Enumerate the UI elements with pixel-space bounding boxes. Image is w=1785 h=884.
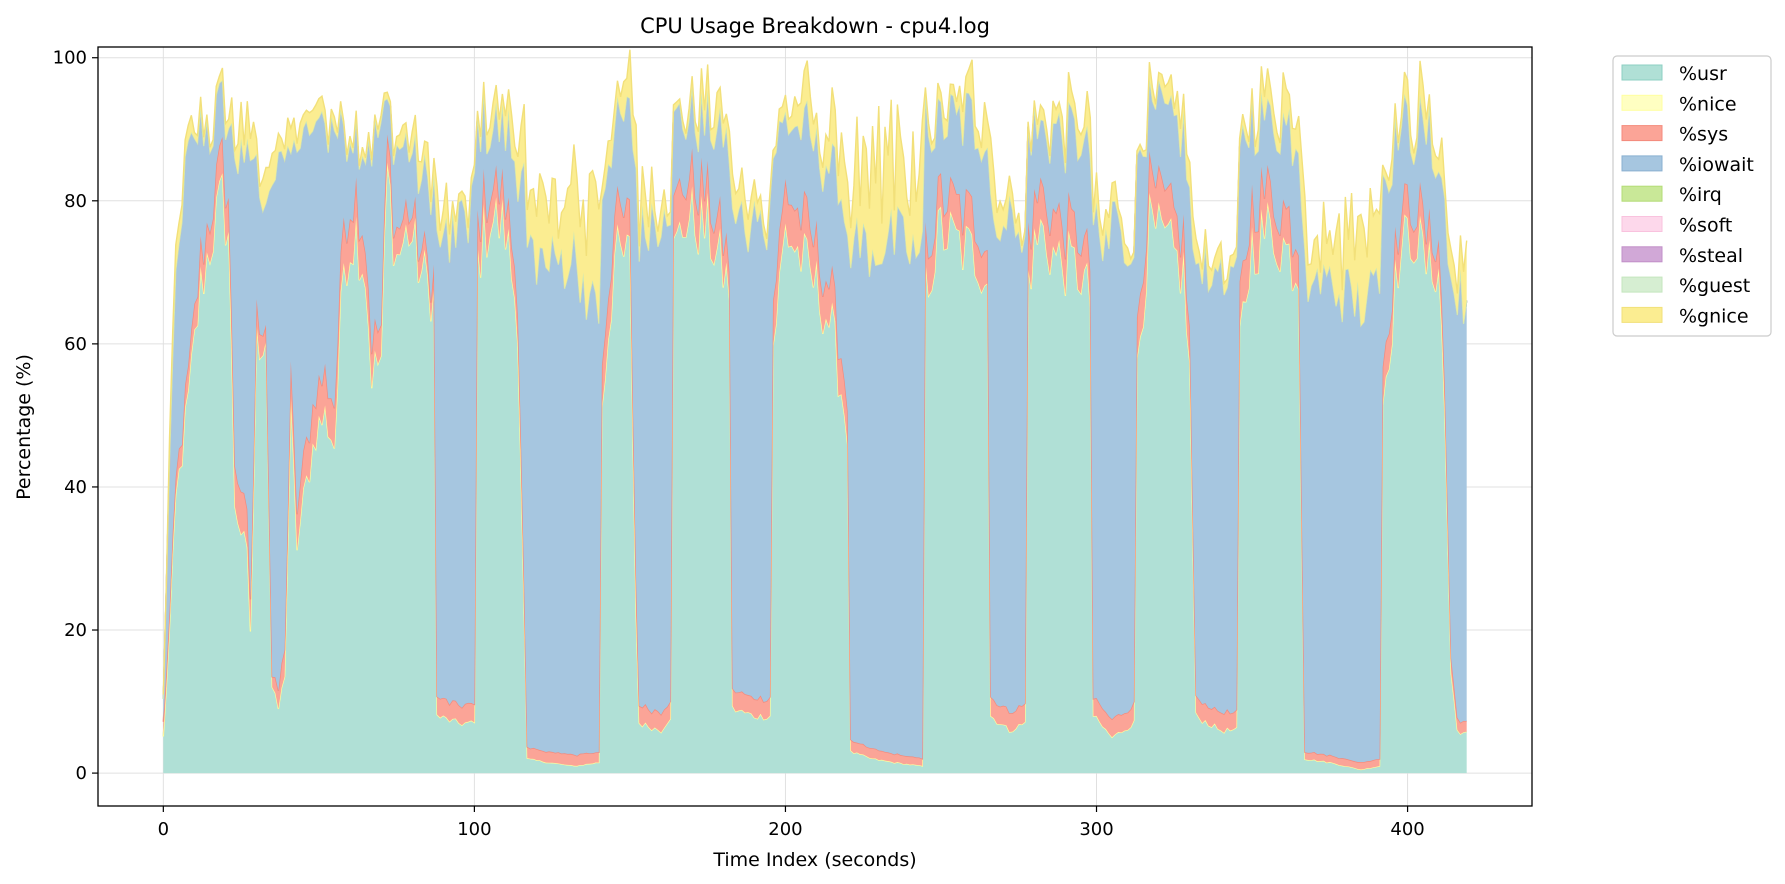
area-gnice-edge [162,49,1468,695]
y-tick-label: 20 [64,620,87,641]
legend-label-soft: %soft [1679,215,1732,237]
legend-label-steal: %steal [1679,245,1743,267]
x-tick-label: 400 [1390,819,1424,840]
y-tick-label: 80 [64,191,87,212]
legend-swatch-iowait [1621,155,1663,172]
legend-swatch-irq [1621,185,1663,202]
legend-swatch-soft [1621,216,1663,232]
x-tick-label: 200 [768,819,802,840]
legend-label-guest: %guest [1679,275,1750,297]
x-tick-label: 0 [158,819,169,840]
y-tick-label: 0 [76,763,87,784]
y-axis-ticks: 0 20 40 60 80 100 [53,48,98,784]
x-axis-ticks: 0 100 200 300 400 [158,806,1425,840]
legend-swatch-usr [1621,64,1663,81]
y-tick-label: 100 [53,48,87,69]
legend: %usr %nice %sys %iowait %irq %soft %steal %gues… [1612,55,1772,337]
legend-label-iowait: %iowait [1679,154,1754,176]
legend-label-usr: %usr [1679,63,1727,85]
stacked-areas [162,49,1468,774]
legend-label-nice: %nice [1679,93,1737,115]
y-axis-label: Percentage (%) [13,354,35,500]
legend-label-sys: %sys [1679,124,1728,146]
legend-label-gnice: %gnice [1679,305,1749,327]
legend-swatch-steal [1621,246,1663,263]
x-tick-label: 300 [1079,819,1113,840]
legend-swatch-nice [1621,94,1663,111]
legend-label-irq: %irq [1679,184,1722,206]
x-tick-label: 100 [457,819,491,840]
x-axis-label: Time Index (seconds) [712,849,916,871]
legend-swatch-guest [1621,276,1663,293]
area-usr [163,162,1467,774]
y-tick-label: 60 [64,334,87,355]
legend-swatch-sys [1621,125,1663,142]
legend-swatch-gnice [1621,306,1663,323]
chart-title: CPU Usage Breakdown - cpu4.log [640,14,990,38]
area-iowait [163,77,1467,763]
plot-frame [97,46,1533,807]
y-tick-label: 40 [64,477,87,498]
